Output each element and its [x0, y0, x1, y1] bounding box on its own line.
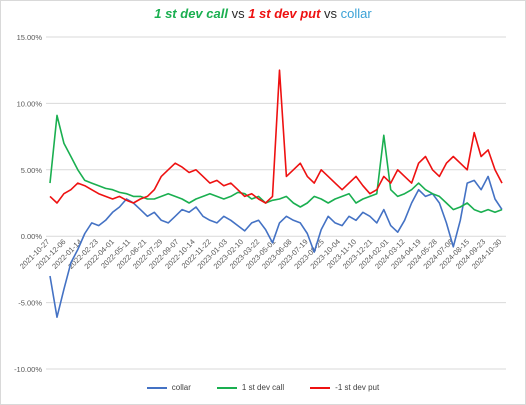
legend-swatch-call — [216, 386, 237, 389]
legend: collar 1 st dev call -1 st dev put — [0, 383, 526, 392]
title-collar: collar — [340, 6, 372, 21]
series-1-st-dev-call — [49, 114, 503, 214]
chart-title: 1 st dev call vs 1 st dev put vs collar — [0, 6, 526, 21]
y-tick-label: -10.00% — [14, 365, 42, 374]
legend-item-call: 1 st dev call — [216, 383, 285, 392]
y-tick-label: 5.00% — [21, 166, 43, 175]
legend-label-call: 1 st dev call — [241, 383, 285, 392]
legend-item-put: -1 st dev put — [310, 383, 379, 392]
series-lines — [49, 69, 503, 319]
title-call: 1 st dev call — [154, 6, 228, 21]
legend-swatch-put — [310, 386, 331, 389]
title-vs-1: vs — [227, 6, 249, 21]
title-put: 1 st dev put — [248, 6, 321, 21]
gridlines — [46, 36, 506, 370]
y-tick-label: 0.00% — [21, 232, 43, 241]
y-tick-label: 15.00% — [17, 33, 43, 42]
legend-label-put: -1 st dev put — [335, 383, 380, 392]
x-tick-labels: 2021-10-272021-12-062022-01-142022-02-23… — [18, 237, 503, 270]
legend-item-collar: collar — [146, 383, 191, 392]
y-tick-labels: 15.00% 10.00% 5.00% 0.00% -5.00% -10.00% — [14, 33, 42, 374]
y-tick-label: -5.00% — [18, 299, 42, 308]
series-neg-1-st-dev-put — [49, 69, 503, 204]
y-tick-label: 10.00% — [17, 99, 43, 108]
legend-label-collar: collar — [171, 383, 191, 392]
legend-swatch-collar — [146, 386, 167, 389]
title-vs-2: vs — [320, 6, 341, 21]
